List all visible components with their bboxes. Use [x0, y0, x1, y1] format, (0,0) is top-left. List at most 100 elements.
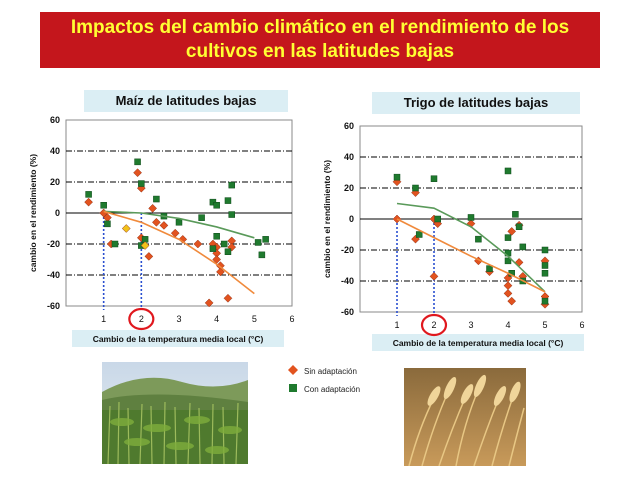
wheat-y-axis-label: cambio en el rendimiento (%) [322, 160, 332, 278]
wheat-adaptation-point [415, 231, 423, 238]
wheat-adaptation-point [541, 262, 549, 269]
wheat-y-tick-label: 60 [344, 121, 354, 131]
wheat-adaptation-point [467, 214, 475, 221]
maize-yellow-point [140, 241, 150, 250]
maize-x-tick-label: 5 [252, 314, 257, 324]
wheat-adaptation-point [519, 243, 527, 251]
wheat-adaptation-point [393, 173, 401, 181]
maize-adaptation-point [258, 251, 266, 259]
wheat-no-adaptation-point [503, 289, 513, 298]
maize-x-axis-label: Cambio de la temperatura media local (°C… [93, 334, 264, 344]
wheat-x-tick-label: 3 [468, 320, 473, 330]
wheat-adaptation-point [434, 215, 441, 223]
maize-adaptation-point [254, 239, 262, 246]
maize-adaptation-point [85, 191, 92, 198]
slide-title-banner: Impactos del cambio climático en el rend… [40, 12, 600, 68]
maize-adaptation-curve [103, 210, 255, 239]
wheat-y-tick-label: 0 [349, 214, 354, 224]
maize-adaptation-point [213, 233, 220, 240]
maize-chart-title: Maíz de latitudes bajas [84, 90, 288, 112]
maize-adaptation-point [198, 214, 205, 221]
maize-y-tick-label: -20 [47, 239, 60, 249]
wheat-adaptation-point [504, 257, 512, 265]
legend-item-adaptation: Con adaptación [288, 380, 374, 398]
wheat-x-axis-label: Cambio de la temperatura media local (°C… [393, 338, 564, 348]
wheat-adaptation-point [504, 167, 512, 175]
maize-x-tick-label: 1 [101, 314, 106, 324]
legend-label-no-adaptation: Sin adaptación [304, 366, 357, 376]
maize-adaptation-point [220, 240, 228, 248]
wheat-y-tick-label: -40 [341, 276, 354, 286]
maize-adaptation-point [104, 220, 111, 228]
maize-x-tick-label: 4 [214, 314, 219, 324]
maize-highlight-circle [128, 307, 155, 331]
wheat-no-adaptation-curve [396, 218, 546, 293]
wheat-x-axis-label-box [372, 334, 584, 351]
maize-adaptation-point [209, 245, 217, 252]
maize-no-adaptation-point [84, 197, 93, 207]
maize-no-adaptation-point [144, 252, 154, 261]
wheat-adaptation-point [475, 235, 482, 243]
legend-item-no-adaptation: Sin adaptación [288, 362, 374, 380]
maize-no-adaptation-curve [103, 210, 255, 295]
maize-adaptation-point [138, 180, 145, 187]
wheat-no-adaptation-point [503, 281, 513, 291]
wheat-adaptation-point [504, 234, 512, 241]
maize-y-tick-label: 40 [50, 146, 60, 156]
wheat-no-adaptation-point [507, 296, 517, 306]
maize-yellow-point [121, 224, 131, 233]
maize-adaptation-point [262, 236, 269, 243]
maize-x-tick-label: 2 [139, 314, 144, 324]
wheat-x-tick-label: 2 [431, 320, 436, 330]
wheat-adaptation-curve [396, 202, 546, 293]
wheat-adaptation-point [541, 246, 549, 254]
maize-y-axis-label: cambio en el rendimiento (%) [28, 154, 38, 272]
maize-adaptation-point [134, 158, 141, 166]
maize-y-tick-label: 0 [55, 208, 60, 218]
maize-adaptation-point [100, 202, 107, 209]
maize-adaptation-point [153, 195, 160, 203]
maize-no-adaptation-point [159, 221, 169, 230]
wheat-y-tick-label: 20 [344, 183, 354, 193]
wheat-field-photo [404, 368, 526, 466]
maize-y-tick-label: -60 [47, 301, 60, 311]
wheat-x-tick-label: 5 [542, 320, 547, 330]
maize-y-tick-label: 20 [50, 177, 60, 187]
wheat-no-adaptation-point [507, 227, 517, 236]
maize-y-tick-label: -40 [47, 270, 60, 280]
maize-x-tick-label: 6 [289, 314, 294, 324]
maize-adaptation-point [175, 219, 183, 226]
wheat-chart-title: Trigo de latitudes bajas [372, 92, 580, 114]
wheat-y-tick-label: -60 [341, 307, 354, 317]
wheat-adaptation-point [412, 184, 419, 192]
wheat-plot-area: -60 -40 -20 0 20 40 60 1 2 3 4 5 6 cambio en el rendi… [322, 121, 585, 351]
wheat-adaptation-point [430, 175, 438, 182]
maize-no-adaptation-point [216, 267, 225, 277]
maize-field-photo [102, 362, 248, 464]
maize-no-adaptation-point [133, 168, 142, 178]
red-diamond-icon [288, 365, 300, 377]
maize-y-tick-label: 60 [50, 115, 60, 125]
wheat-adaptation-point [512, 211, 519, 218]
green-square-icon [288, 383, 300, 395]
maize-no-adaptation-point [223, 293, 233, 303]
wheat-y-tick-label: -20 [341, 245, 354, 255]
maize-adaptation-point [228, 181, 235, 189]
wheat-x-tick-label: 1 [394, 320, 399, 330]
maize-no-adaptation-point [148, 203, 157, 213]
slide-title-line-2: cultivos en las latitudes bajas [185, 41, 455, 62]
maize-no-adaptation-point [193, 239, 203, 249]
maize-adaptation-point [228, 211, 235, 218]
maize-adaptation-point [111, 240, 119, 248]
wheat-adaptation-point [541, 297, 549, 305]
wheat-x-tick-label: 4 [505, 320, 510, 330]
maize-plot-area: -60 -40 -20 0 20 40 60 1 2 3 4 5 6 cambio en el rendi… [28, 115, 295, 347]
maize-x-tick-label: 3 [176, 314, 181, 324]
legend-label-adaptation: Con adaptación [304, 384, 361, 394]
legend: Sin adaptación Con adaptación [288, 362, 374, 402]
wheat-adaptation-point [515, 223, 523, 230]
maize-no-adaptation-point [204, 298, 214, 308]
maize-adaptation-point [213, 202, 220, 209]
wheat-y-tick-label: 40 [344, 152, 354, 162]
